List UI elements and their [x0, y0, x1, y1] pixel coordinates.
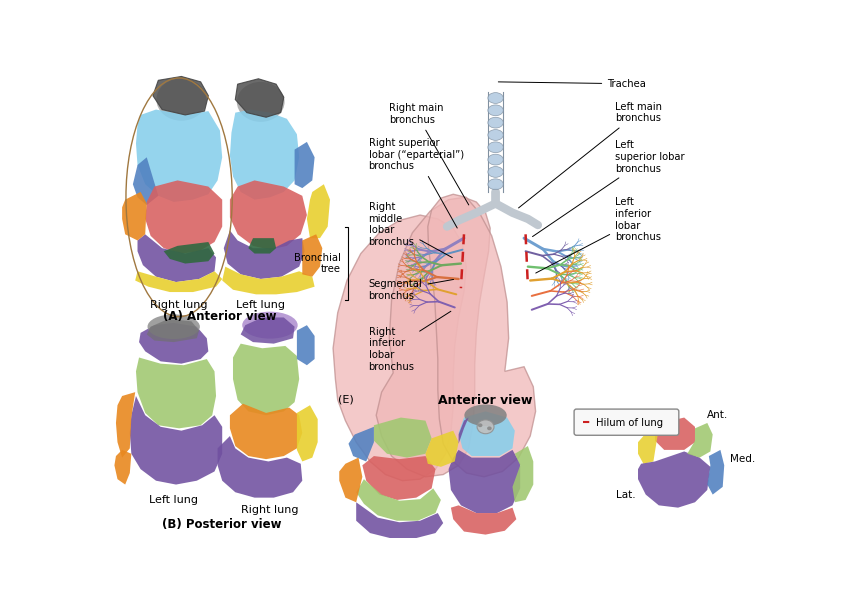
Polygon shape [136, 358, 216, 428]
Text: Left main
bronchus: Left main bronchus [519, 102, 662, 208]
Polygon shape [448, 450, 520, 513]
Ellipse shape [478, 424, 482, 427]
Ellipse shape [488, 166, 503, 177]
Ellipse shape [488, 142, 503, 152]
Text: Right lung: Right lung [241, 505, 299, 515]
Text: Med.: Med. [730, 454, 756, 464]
Polygon shape [136, 110, 222, 202]
Text: Left
inferior
lobar
bronchus: Left inferior lobar bronchus [536, 197, 661, 273]
Ellipse shape [477, 420, 494, 434]
Polygon shape [425, 431, 458, 467]
Polygon shape [235, 79, 284, 117]
Ellipse shape [488, 117, 503, 128]
FancyBboxPatch shape [574, 409, 679, 435]
Polygon shape [133, 157, 158, 205]
Text: Lat.: Lat. [616, 489, 636, 500]
Ellipse shape [237, 82, 284, 122]
Polygon shape [138, 234, 216, 282]
Polygon shape [340, 457, 363, 502]
Polygon shape [230, 404, 302, 459]
Ellipse shape [148, 315, 200, 339]
Text: Right main
bronchus: Right main bronchus [390, 103, 469, 205]
Polygon shape [240, 318, 295, 344]
Polygon shape [297, 405, 318, 462]
Ellipse shape [488, 93, 503, 103]
Polygon shape [428, 194, 536, 477]
Polygon shape [164, 242, 215, 264]
Polygon shape [376, 197, 490, 477]
Polygon shape [230, 110, 299, 200]
Polygon shape [638, 451, 711, 508]
Ellipse shape [488, 105, 503, 116]
Ellipse shape [488, 179, 503, 189]
Text: (E): (E) [338, 394, 353, 405]
Polygon shape [153, 76, 208, 115]
Polygon shape [139, 323, 208, 364]
Text: Bronchial
tree: Bronchial tree [294, 253, 340, 274]
Polygon shape [707, 450, 724, 494]
Polygon shape [451, 505, 516, 535]
Text: Trachea: Trachea [498, 79, 646, 89]
Polygon shape [458, 411, 514, 456]
Polygon shape [135, 271, 222, 292]
Polygon shape [688, 423, 712, 457]
Polygon shape [122, 192, 147, 240]
Polygon shape [230, 180, 306, 250]
Text: Left lung: Left lung [236, 299, 285, 310]
Polygon shape [297, 325, 315, 365]
Text: Left lung: Left lung [149, 494, 198, 505]
Polygon shape [363, 456, 436, 500]
Polygon shape [145, 180, 222, 253]
Text: Right superior
lobar (“eparterial”)
bronchus: Right superior lobar (“eparterial”) bron… [368, 138, 464, 228]
Polygon shape [306, 185, 330, 238]
Polygon shape [333, 215, 466, 481]
Polygon shape [217, 436, 302, 498]
Polygon shape [249, 238, 276, 253]
Polygon shape [357, 502, 443, 538]
Text: Segmental
bronchus: Segmental bronchus [368, 279, 453, 301]
Polygon shape [348, 427, 374, 462]
Polygon shape [222, 267, 315, 295]
Polygon shape [130, 396, 222, 485]
Text: (A) Anterior view: (A) Anterior view [163, 310, 277, 322]
Text: Ant.: Ant. [707, 410, 728, 420]
Polygon shape [147, 319, 200, 342]
Polygon shape [233, 344, 299, 415]
Ellipse shape [156, 79, 206, 121]
Text: Right
inferior
lobar
bronchus: Right inferior lobar bronchus [368, 311, 451, 371]
Polygon shape [302, 234, 323, 276]
Polygon shape [116, 392, 135, 457]
Ellipse shape [488, 129, 503, 140]
Text: Right
middle
lobar
bronchus: Right middle lobar bronchus [368, 202, 453, 258]
Polygon shape [655, 417, 695, 450]
Polygon shape [458, 417, 469, 443]
Polygon shape [638, 428, 659, 464]
Ellipse shape [464, 405, 507, 426]
Polygon shape [357, 479, 441, 521]
Polygon shape [115, 450, 132, 485]
Ellipse shape [488, 154, 503, 165]
Ellipse shape [242, 312, 298, 339]
Text: Left
superior lobar
bronchus: Left superior lobar bronchus [532, 140, 684, 237]
Text: (B) Posterior view: (B) Posterior view [162, 518, 282, 531]
Text: Right lung: Right lung [150, 299, 208, 310]
Polygon shape [513, 446, 533, 502]
Polygon shape [374, 417, 431, 457]
Text: Anterior view: Anterior view [438, 394, 532, 407]
Text: Hilum of lung: Hilum of lung [597, 418, 664, 428]
Ellipse shape [487, 427, 492, 430]
Polygon shape [295, 142, 315, 188]
Polygon shape [224, 231, 305, 279]
